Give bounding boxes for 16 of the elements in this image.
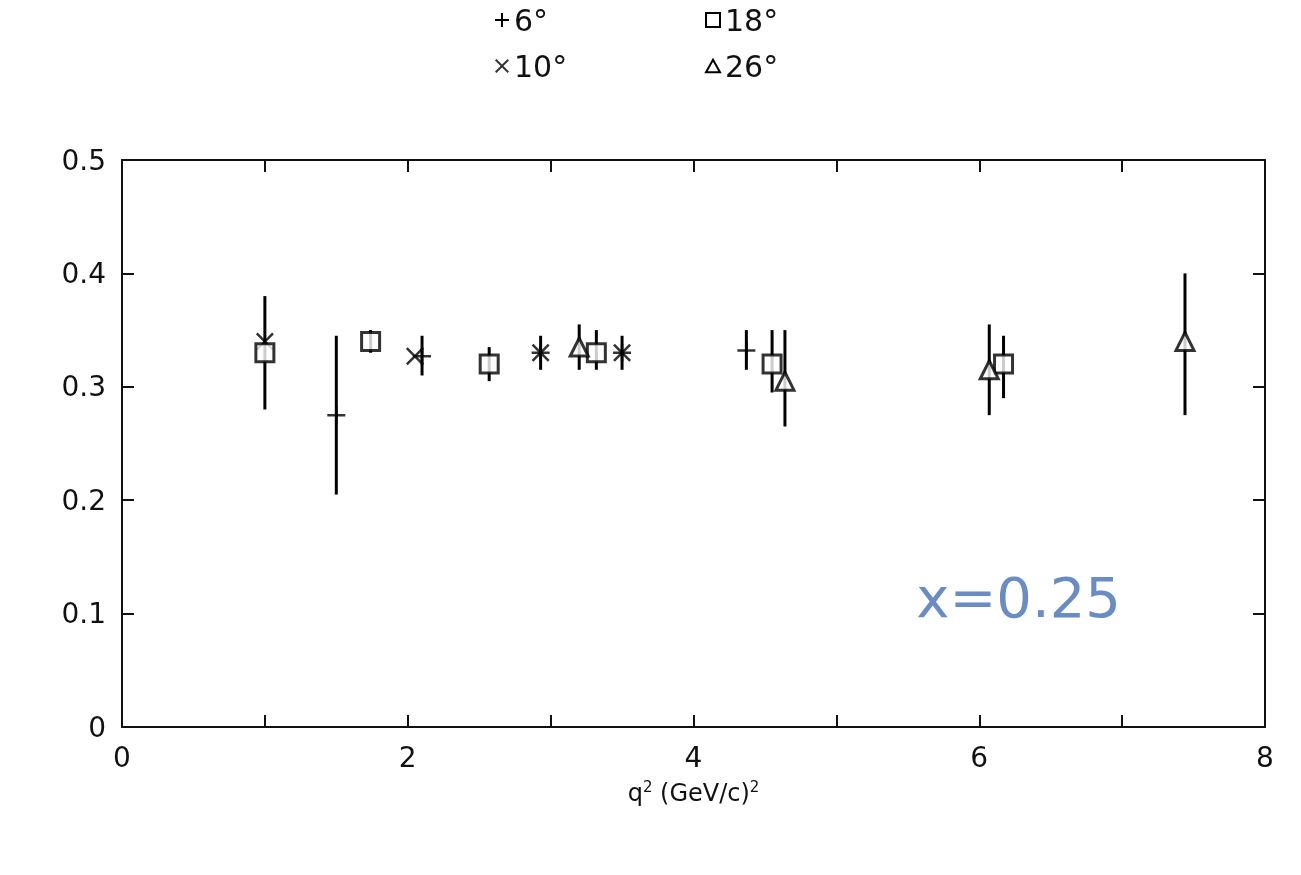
y-tick-label: 0.3	[61, 370, 106, 404]
x-tick-label: 4	[684, 740, 703, 774]
y-tick-label: 0.4	[61, 256, 106, 290]
legend-label: 26°	[725, 48, 779, 84]
legend-label: 6°	[514, 2, 549, 38]
legend-label: 10°	[514, 48, 568, 84]
annotation: x=0.25	[916, 564, 1121, 630]
x-tick-label: 2	[398, 740, 417, 774]
legend-label: 18°	[725, 2, 779, 38]
y-tick-label: 0	[88, 710, 106, 744]
x-tick-label: 8	[1256, 740, 1274, 774]
x-tick-label: 0	[113, 740, 131, 774]
x-tick-label: 6	[970, 740, 989, 774]
y-tick-label: 0.5	[61, 143, 106, 177]
y-tick-label: 0.1	[61, 597, 106, 631]
y-tick-label: 0.2	[61, 483, 106, 517]
